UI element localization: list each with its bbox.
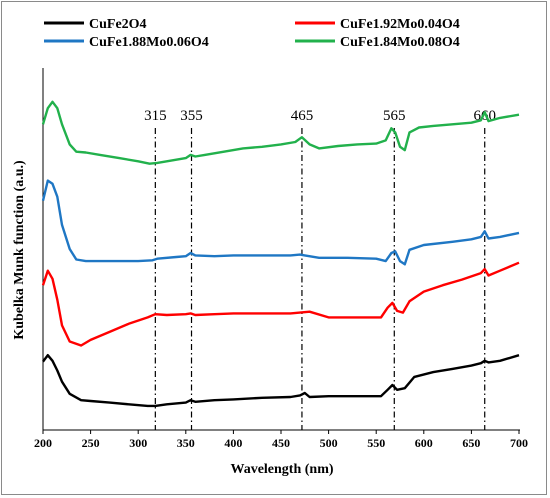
x-tick-label: 250 bbox=[82, 436, 100, 450]
x-tick-label: 700 bbox=[510, 436, 528, 450]
series-line-cufe2o4 bbox=[42, 354, 520, 408]
series-group bbox=[41, 100, 520, 408]
legend-label-cufe188mo006o4: CuFe1.88Mo0.06O4 bbox=[89, 35, 209, 50]
legend-label-cufe184mo008o4: CuFe1.84Mo0.08O4 bbox=[340, 35, 460, 50]
x-tick-label: 400 bbox=[224, 436, 242, 450]
x-tick-label: 300 bbox=[129, 436, 147, 450]
x-tick-label: 350 bbox=[177, 436, 195, 450]
legend-label-cufe2o4: CuFe2O4 bbox=[89, 17, 147, 32]
annotation-label: 565 bbox=[383, 108, 406, 124]
x-tick-label: 200 bbox=[34, 436, 52, 450]
series-line-cufe184mo008o4 bbox=[41, 100, 520, 165]
axes: 200 250 300 350 400 450 500 550 600 650 700 bbox=[34, 68, 528, 450]
x-tick-label: 600 bbox=[415, 436, 433, 450]
legend: CuFe2O4 CuFe1.92Mo0.04O4 CuFe1.88Mo0.06O… bbox=[44, 17, 460, 50]
y-axis-title: Kubelka Munk function (a.u.) bbox=[12, 160, 27, 340]
series-line-cufe188mo006o4 bbox=[41, 179, 520, 266]
series-line-cufe192mo004o4 bbox=[41, 261, 520, 347]
annotation-label: 465 bbox=[291, 108, 314, 124]
x-tick-label: 550 bbox=[367, 436, 385, 450]
annotation-label: 315 bbox=[144, 108, 167, 124]
x-tick-label: 450 bbox=[272, 436, 290, 450]
annotation-label: 355 bbox=[180, 108, 203, 124]
x-ticks: 200 250 300 350 400 450 500 550 600 650 700 bbox=[34, 430, 528, 450]
annotations: 315 355 465 565 660 bbox=[144, 108, 496, 430]
legend-label-cufe192mo004o4: CuFe1.92Mo0.04O4 bbox=[340, 17, 460, 32]
x-tick-label: 650 bbox=[462, 436, 480, 450]
x-tick-label: 500 bbox=[320, 436, 338, 450]
x-axis-title: Wavelength (nm) bbox=[230, 462, 333, 477]
